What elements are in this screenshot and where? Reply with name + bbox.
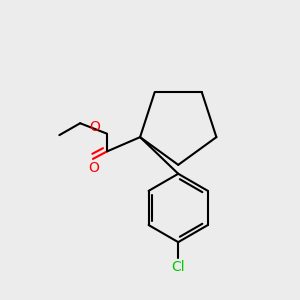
Text: Cl: Cl (171, 260, 185, 274)
Text: O: O (88, 161, 99, 175)
Text: O: O (90, 120, 101, 134)
